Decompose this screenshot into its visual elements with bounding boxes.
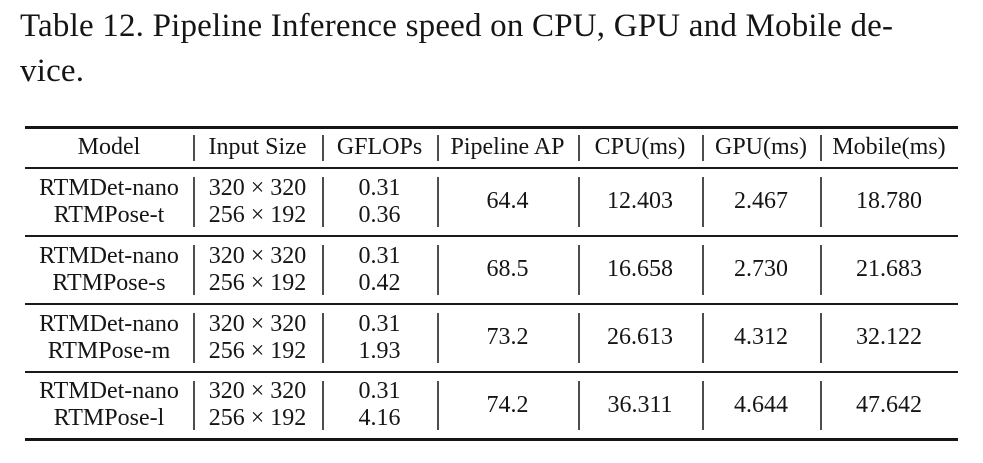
table-caption: Table 12. Pipeline Inference speed on CP…: [20, 4, 893, 94]
input-size-det: 320 × 320: [208, 242, 307, 269]
input-size-pose: 256 × 192: [208, 269, 307, 296]
model-name-pose: RTMPose-m: [47, 337, 171, 364]
cell-pipeline-ap: 73.2: [437, 303, 578, 372]
input-size-pose: 256 × 192: [208, 201, 307, 228]
cell-input-size: 320 × 320 256 × 192: [193, 303, 322, 372]
table-row: RTMDet-nano RTMPose-m 320 × 320 256 × 19…: [25, 303, 958, 372]
column-header-input-size: Input Size: [193, 127, 322, 168]
cell-input-size: 320 × 320 256 × 192: [193, 167, 322, 236]
input-size-pose: 256 × 192: [208, 337, 307, 364]
cell-cpu-ms: 12.403: [578, 167, 702, 236]
cell-gflops: 0.31 1.93: [322, 303, 437, 372]
cell-mobile-ms: 32.122: [820, 303, 958, 372]
gflops-pose: 1.93: [358, 337, 401, 364]
column-header-cpu-ms: CPU(ms): [578, 127, 702, 168]
model-name-pose: RTMPose-s: [52, 269, 166, 296]
cell-mobile-ms: 47.642: [820, 371, 958, 440]
model-name-det: RTMDet-nano: [39, 310, 179, 337]
cell-input-size: 320 × 320 256 × 192: [193, 235, 322, 304]
model-name-det: RTMDet-nano: [39, 174, 179, 201]
column-header-pipeline-ap: Pipeline AP: [437, 127, 578, 168]
column-header-gpu-ms: GPU(ms): [702, 127, 820, 168]
gflops-det: 0.31: [358, 378, 401, 405]
cell-pipeline-ap: 74.2: [437, 371, 578, 440]
caption-line-1: Table 12. Pipeline Inference speed on CP…: [20, 8, 894, 44]
gflops-pose: 4.16: [358, 405, 401, 432]
model-name-pose: RTMPose-l: [53, 405, 165, 432]
input-size-det: 320 × 320: [208, 310, 307, 337]
input-size-pose: 256 × 192: [208, 405, 307, 432]
cell-gpu-ms: 2.730: [702, 235, 820, 304]
cell-mobile-ms: 18.780: [820, 167, 958, 236]
cell-model: RTMDet-nano RTMPose-m: [25, 304, 193, 372]
cell-gpu-ms: 4.644: [702, 371, 820, 440]
cell-cpu-ms: 26.613: [578, 303, 702, 372]
caption-line-2: vice.: [20, 53, 85, 89]
column-header-model: Model: [77, 134, 141, 161]
header-row: Model Input Size GFLOPs Pipeline AP CPU(…: [25, 127, 958, 168]
cell-gpu-ms: 2.467: [702, 167, 820, 236]
cell-model: RTMDet-nano RTMPose-l: [25, 372, 193, 440]
cell-model: RTMDet-nano RTMPose-t: [25, 168, 193, 236]
cell-cpu-ms: 16.658: [578, 235, 702, 304]
model-name-pose: RTMPose-t: [53, 201, 165, 228]
table-row: RTMDet-nano RTMPose-l 320 × 320 256 × 19…: [25, 371, 958, 440]
gflops-det: 0.31: [358, 310, 401, 337]
cell-pipeline-ap: 68.5: [437, 235, 578, 304]
cell-model: RTMDet-nano RTMPose-s: [25, 236, 193, 304]
gflops-det: 0.31: [358, 174, 401, 201]
table-row: RTMDet-nano RTMPose-t 320 × 320 256 × 19…: [25, 167, 958, 236]
table-row: RTMDet-nano RTMPose-s 320 × 320 256 × 19…: [25, 235, 958, 304]
cell-gflops: 0.31 4.16: [322, 371, 437, 440]
gflops-pose: 0.42: [358, 269, 401, 296]
gflops-pose: 0.36: [358, 201, 401, 228]
cell-cpu-ms: 36.311: [578, 371, 702, 440]
input-size-det: 320 × 320: [208, 378, 307, 405]
cell-gflops: 0.31 0.42: [322, 235, 437, 304]
cell-gpu-ms: 4.312: [702, 303, 820, 372]
model-name-det: RTMDet-nano: [39, 242, 179, 269]
cell-mobile-ms: 21.683: [820, 235, 958, 304]
column-header-mobile-ms: Mobile(ms): [820, 127, 958, 168]
inference-speed-table: Model Input Size GFLOPs Pipeline AP CPU(…: [25, 126, 958, 441]
gflops-det: 0.31: [358, 242, 401, 269]
input-size-det: 320 × 320: [208, 174, 307, 201]
cell-gflops: 0.31 0.36: [322, 167, 437, 236]
cell-input-size: 320 × 320 256 × 192: [193, 371, 322, 440]
model-name-det: RTMDet-nano: [39, 378, 179, 405]
column-header-gflops: GFLOPs: [322, 127, 437, 168]
cell-pipeline-ap: 64.4: [437, 167, 578, 236]
